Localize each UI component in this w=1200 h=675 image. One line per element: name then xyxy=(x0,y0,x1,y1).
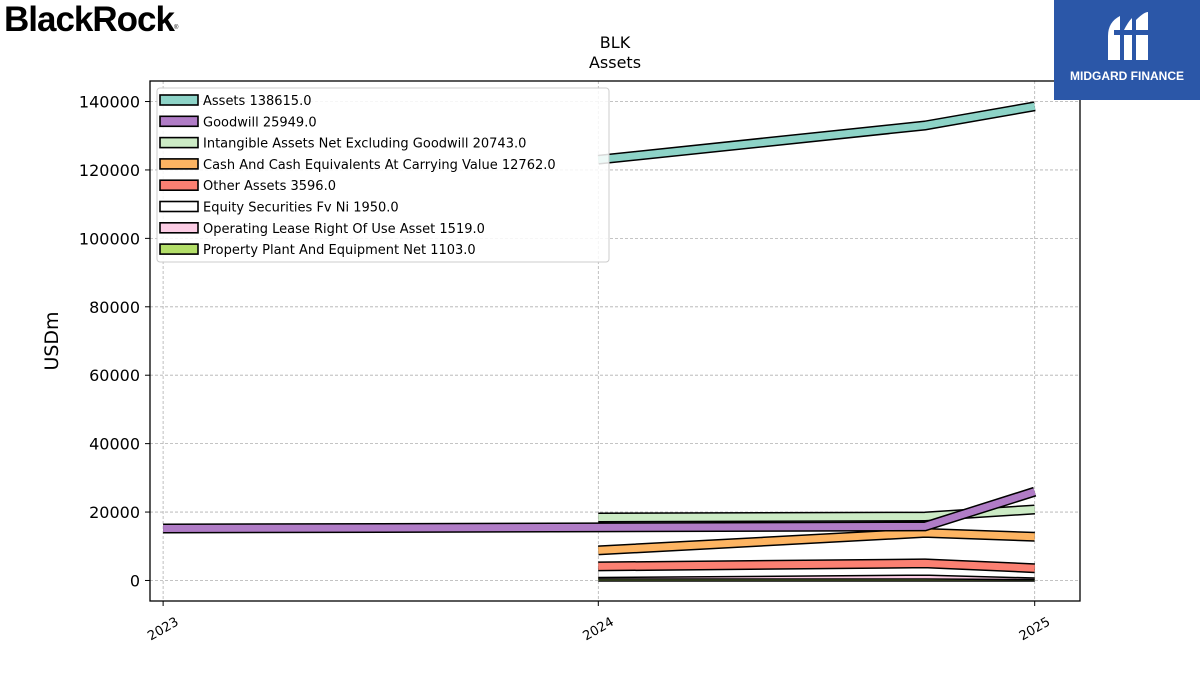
legend-label: Operating Lease Right Of Use Asset 1519.… xyxy=(203,222,485,237)
legend-label: Assets 138615.0 xyxy=(203,94,311,109)
x-tick-label: 2023 xyxy=(145,615,181,645)
series-group xyxy=(163,101,1037,582)
series-line-5 xyxy=(598,559,1035,572)
legend-label: Goodwill 25949.0 xyxy=(203,115,317,130)
legend: Assets 138615.0 Goodwill 25949.0 Intangibl… xyxy=(156,87,610,263)
y-tick-label: 140000 xyxy=(79,93,140,112)
legend-swatch xyxy=(159,222,199,234)
series-line-3 xyxy=(598,506,1035,521)
legend-swatch xyxy=(159,179,199,191)
midgard-logo-icon xyxy=(1108,12,1150,60)
y-tick-label: 60000 xyxy=(89,366,140,385)
x-axis: 2023 2024 2025 xyxy=(145,601,1053,644)
chart-title: BLK xyxy=(600,33,631,52)
y-axis-label: USDm xyxy=(41,311,63,370)
y-tick-label: 80000 xyxy=(89,298,140,317)
midgard-finance-badge: MIDGARD FINANCE xyxy=(1054,0,1200,100)
series-line-1 xyxy=(597,102,1036,164)
legend-label: Equity Securities Fv Ni 1950.0 xyxy=(203,201,399,216)
blackrock-logo: BlackRock® xyxy=(4,0,178,48)
series-line-4 xyxy=(598,529,1035,554)
plot-frame xyxy=(149,80,1081,602)
legend-swatch xyxy=(159,136,199,149)
y-tick-label: 120000 xyxy=(79,161,140,180)
legend-swatch xyxy=(159,158,199,170)
registered-mark: ® xyxy=(173,25,179,31)
series-line-6 xyxy=(598,567,1035,578)
y-tick-label: 40000 xyxy=(89,435,140,454)
y-tick-label: 20000 xyxy=(89,503,140,522)
legend-swatch xyxy=(159,243,199,255)
legend-label: Cash And Cash Equivalents At Carrying Va… xyxy=(203,158,556,173)
x-tick-label: 2025 xyxy=(1017,615,1053,645)
chart-subtitle: Assets xyxy=(589,53,641,72)
series-line-2 xyxy=(163,488,1036,532)
y-tick-label: 100000 xyxy=(79,229,140,248)
legend-label: Property Plant And Equipment Net 1103.0 xyxy=(203,243,476,258)
legend-box xyxy=(156,87,610,263)
legend-swatch xyxy=(159,94,199,106)
x-tick-label: 2024 xyxy=(580,615,616,645)
y-axis: 0 20000 40000 60000 80000 100000 120000 140000 xyxy=(79,93,150,590)
legend-swatch xyxy=(159,115,199,128)
legend-label: Intangible Assets Net Excluding Goodwill… xyxy=(203,137,526,152)
y-tick-label: 0 xyxy=(130,571,140,590)
legend-swatch xyxy=(159,200,199,213)
brand-name: BlackRock xyxy=(4,0,175,39)
legend-label: Other Assets 3596.0 xyxy=(203,179,336,194)
midgard-finance-text: MIDGARD FINANCE xyxy=(1070,69,1184,83)
